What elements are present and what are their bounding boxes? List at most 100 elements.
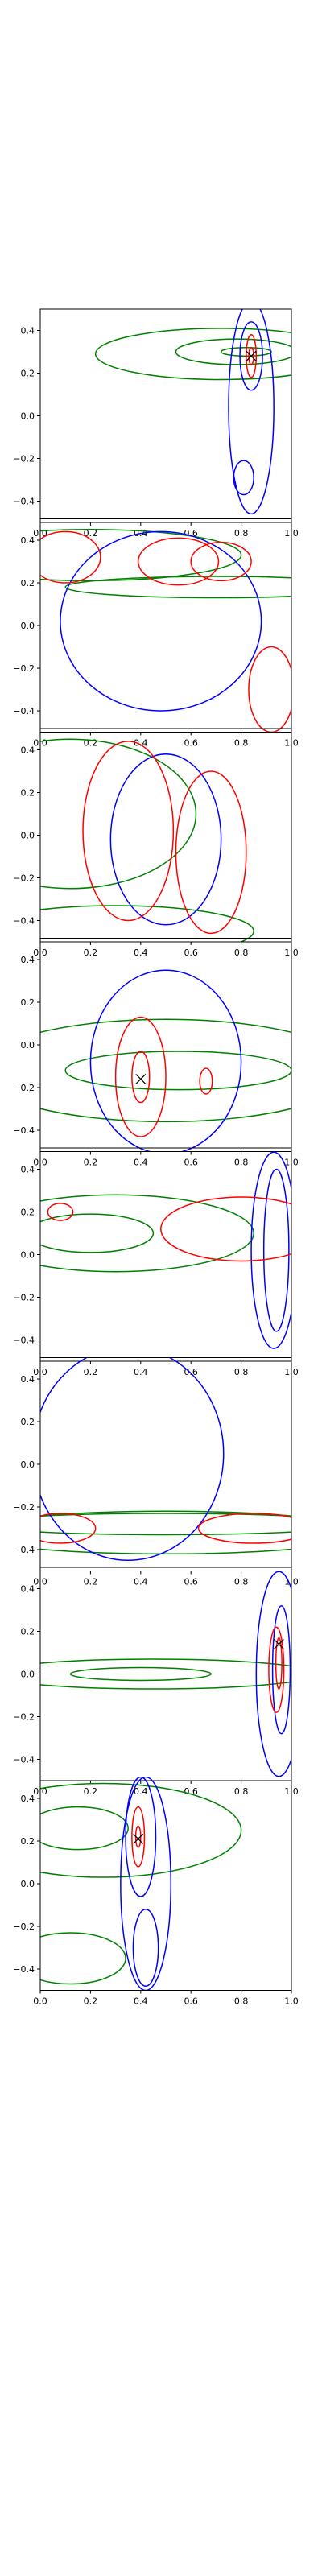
y-tick-label: −0.4 xyxy=(13,1755,35,1765)
x-tick-label: 0.0 xyxy=(33,1996,47,2007)
red-contour-5 xyxy=(197,1513,291,1544)
x-tick-label: 0.2 xyxy=(84,528,98,539)
x-tick-label: 0.4 xyxy=(134,1367,148,1377)
red-contour-7 xyxy=(246,334,258,378)
y-tick-label: −0.2 xyxy=(13,873,35,884)
y-tick-label: 0.4 xyxy=(21,535,35,546)
red-contour-4 xyxy=(40,530,101,584)
red-contour-5 xyxy=(175,770,247,935)
subplot-1: 0.0 0.2 0.4 0.6 0.8 1.00.40.20.0−0.2−0.4 xyxy=(13,308,299,539)
x-marker xyxy=(135,1073,147,1084)
blue-contour-3 xyxy=(109,753,222,926)
y-tick-label: 0.4 xyxy=(21,1165,35,1175)
green-contour-1 xyxy=(94,328,291,381)
red-contour-4 xyxy=(114,1016,167,1137)
subplot-3: 0.0 0.2 0.4 0.6 0.8 1.00.40.20.0−0.2−0.4 xyxy=(13,728,299,958)
red-contour-5 xyxy=(131,1051,151,1104)
plot-area xyxy=(40,1357,291,1561)
red-contour-7 xyxy=(248,646,291,733)
x-tick-label: 0.4 xyxy=(134,1996,148,2007)
blue-contour-5 xyxy=(239,321,263,391)
blue-contour-4 xyxy=(228,309,275,515)
x-tick-label: 0.8 xyxy=(234,947,249,958)
x-tick-label: 0.2 xyxy=(84,1158,98,1168)
green-contour-3 xyxy=(40,1932,126,1985)
y-tick-label: 0.4 xyxy=(21,1584,35,1595)
red-contour-6 xyxy=(160,1196,291,1262)
axes-frame xyxy=(39,728,292,943)
x-tick-label: 0.4 xyxy=(134,1786,148,1797)
blue-contour-4 xyxy=(120,1777,171,1991)
axes-frame xyxy=(39,1567,292,1781)
y-tick-label: 0.0 xyxy=(21,621,35,631)
blue-contour-6 xyxy=(132,1909,159,1987)
y-tick-label: 0.2 xyxy=(21,578,35,588)
y-tick-label: 0.0 xyxy=(21,1670,35,1680)
red-contour-6 xyxy=(275,1637,283,1690)
y-tick-label: 0.2 xyxy=(21,788,35,799)
y-tick-label: −0.4 xyxy=(13,1545,35,1555)
y-tick-label: −0.4 xyxy=(13,1125,35,1136)
green-contour-1 xyxy=(40,738,197,890)
plot-area xyxy=(94,309,291,515)
y-tick-label: 0.2 xyxy=(21,1208,35,1218)
blue-contour-5 xyxy=(125,1777,157,1897)
blue-contour-4 xyxy=(262,1168,290,1332)
x-tick-label: 0.8 xyxy=(234,738,249,749)
y-tick-label: −0.4 xyxy=(13,1964,35,1975)
blue-contour-3 xyxy=(250,1151,291,1349)
x-tick-label: 0.4 xyxy=(134,947,148,958)
y-tick-label: −0.2 xyxy=(13,1712,35,1723)
x-tick-label: 0.6 xyxy=(184,1786,198,1797)
subplot-6: 0.0 0.2 0.4 0.6 0.8 1.00.40.20.0−0.2−0.4 xyxy=(13,1357,299,1587)
green-contour-1 xyxy=(40,1194,254,1273)
y-tick-label: 0.4 xyxy=(21,326,35,336)
green-contour-2 xyxy=(40,1213,155,1253)
x-tick-label: 0.4 xyxy=(134,1577,148,1587)
red-contour-5 xyxy=(137,537,220,586)
plot-area xyxy=(40,1571,291,1777)
blue-contour-3 xyxy=(60,530,262,712)
plot-area xyxy=(40,1777,242,1991)
x-marker xyxy=(273,1638,284,1649)
x-tick-label: 0.6 xyxy=(184,947,198,958)
x-tick-label: 0.8 xyxy=(234,1786,249,1797)
blue-contour-4 xyxy=(271,1604,291,1735)
green-contour-2 xyxy=(40,905,254,942)
green-contour-2 xyxy=(40,1513,291,1536)
plot-area xyxy=(40,1151,291,1349)
y-tick-label: −0.2 xyxy=(13,1922,35,1932)
x-tick-label: 0.4 xyxy=(134,738,148,749)
red-contour-7 xyxy=(131,1806,146,1868)
subplot-4: 0.0 0.2 0.4 0.6 0.8 1.00.40.20.0−0.2−0.4 xyxy=(13,938,299,1168)
red-contour-5 xyxy=(47,1203,74,1221)
green-contour-1 xyxy=(40,1510,291,1555)
x-tick-label: 0.8 xyxy=(234,1996,249,2007)
y-tick-label: 0.0 xyxy=(21,1879,35,1889)
y-tick-label: 0.4 xyxy=(21,955,35,965)
x-tick-label: 0.4 xyxy=(134,1158,148,1168)
y-tick-label: 0.0 xyxy=(21,411,35,422)
y-tick-label: −0.4 xyxy=(13,916,35,927)
green-contour-2 xyxy=(175,338,291,365)
red-contour-6 xyxy=(190,541,252,582)
y-tick-label: −0.2 xyxy=(13,1083,35,1093)
x-tick-label: 0.6 xyxy=(184,1996,198,2007)
axes-frame xyxy=(39,1777,292,1991)
x-tick-label: 0.2 xyxy=(84,1786,98,1797)
y-tick-label: −0.2 xyxy=(13,1502,35,1513)
x-tick-label: 1.0 xyxy=(284,1996,299,2007)
y-tick-label: 0.0 xyxy=(21,1459,35,1470)
blue-contour-3 xyxy=(255,1571,291,1777)
y-tick-label: 0.4 xyxy=(21,1794,35,1804)
x-tick-label: 0.2 xyxy=(84,1367,98,1377)
x-tick-label: 0.8 xyxy=(234,528,249,539)
axes-frame xyxy=(39,518,292,733)
red-contour-6 xyxy=(199,1067,213,1095)
y-tick-label: 0.0 xyxy=(21,1250,35,1261)
x-tick-label: 0.2 xyxy=(84,947,98,958)
red-contour-5 xyxy=(268,1626,285,1713)
y-tick-label: 0.2 xyxy=(21,1417,35,1427)
red-contour-8 xyxy=(248,346,254,365)
blue-contour-3 xyxy=(40,1357,225,1561)
